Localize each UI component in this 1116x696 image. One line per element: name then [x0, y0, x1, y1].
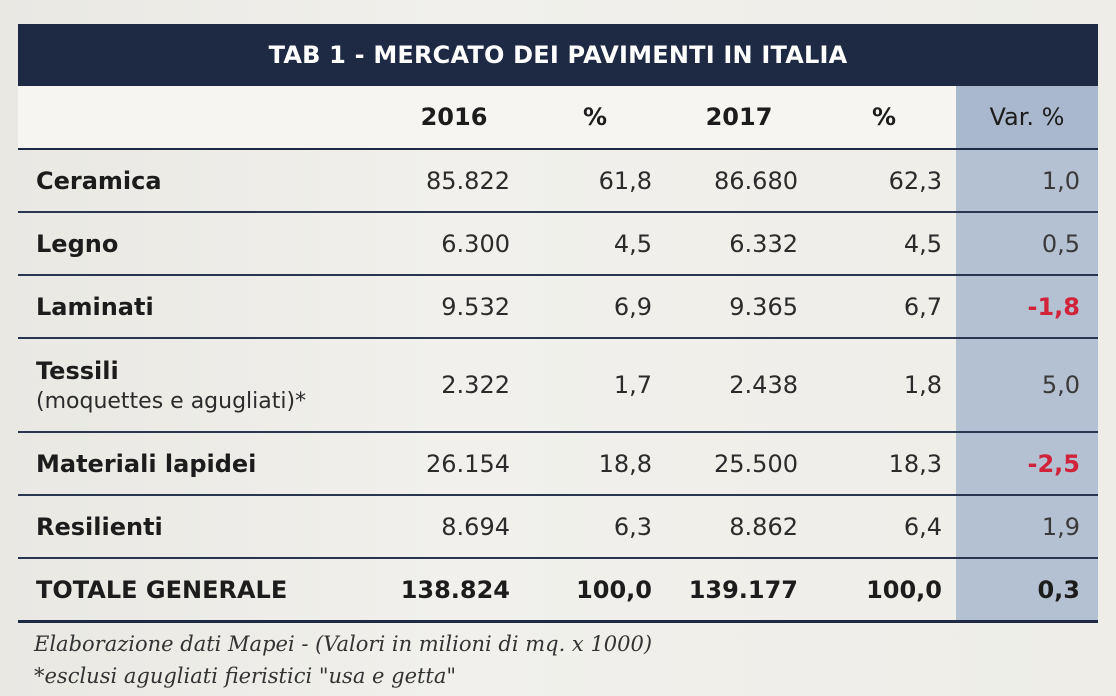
cell-2016: 2.322 [384, 338, 524, 433]
table-row: Ceramica 85.822 61,8 86.680 62,3 1,0 [18, 149, 1098, 213]
market-table: TAB 1 - MERCATO DEI PAVIMENTI IN ITALIA … [18, 24, 1098, 623]
header-pct-2017: % [812, 86, 956, 150]
total-2016: 138.824 [384, 558, 524, 623]
cell-var: 5,0 [956, 338, 1098, 433]
cell-2017: 86.680 [666, 149, 812, 213]
table-row: Resilienti 8.694 6,3 8.862 6,4 1,9 [18, 495, 1098, 559]
table-header: 2016 % 2017 % Var. % [18, 86, 1098, 150]
cell-pct-2016: 6,3 [524, 495, 666, 559]
total-var: 0,3 [956, 558, 1098, 623]
table-row: Legno 6.300 4,5 6.332 4,5 0,5 [18, 212, 1098, 276]
row-sublabel: (moquettes e agugliati)* [36, 388, 307, 414]
cell-2017: 9.365 [666, 275, 812, 339]
cell-pct-2017: 4,5 [812, 212, 956, 276]
header-2016: 2016 [384, 86, 524, 150]
total-pct-2017: 100,0 [812, 558, 956, 623]
header-empty [18, 86, 384, 150]
row-label: Resilienti [18, 495, 384, 559]
cell-pct-2017: 62,3 [812, 149, 956, 213]
cell-pct-2016: 4,5 [524, 212, 666, 276]
cell-2016: 6.300 [384, 212, 524, 276]
footnote: *esclusi agugliati fieristici "usa e get… [34, 664, 457, 688]
table-title: TAB 1 - MERCATO DEI PAVIMENTI IN ITALIA [18, 24, 1098, 86]
cell-2016: 9.532 [384, 275, 524, 339]
total-2017: 139.177 [666, 558, 812, 623]
cell-pct-2016: 6,9 [524, 275, 666, 339]
header-2017: 2017 [666, 86, 812, 150]
table-row: Laminati 9.532 6,9 9.365 6,7 -1,8 [18, 275, 1098, 339]
row-label: Materiali lapidei [18, 432, 384, 496]
cell-pct-2016: 18,8 [524, 432, 666, 496]
total-pct-2016: 100,0 [524, 558, 666, 623]
cell-2017: 6.332 [666, 212, 812, 276]
row-label: Laminati [18, 275, 384, 339]
cell-var-negative: -1,8 [956, 275, 1098, 339]
row-label: Tessili [36, 356, 119, 385]
table-notes: Elaborazione dati Mapei - (Valori in mil… [34, 628, 652, 692]
table-row: Materiali lapidei 26.154 18,8 25.500 18,… [18, 432, 1098, 496]
row-label: Ceramica [18, 149, 384, 213]
cell-pct-2017: 6,7 [812, 275, 956, 339]
cell-var: 0,5 [956, 212, 1098, 276]
cell-2016: 85.822 [384, 149, 524, 213]
cell-2017: 8.862 [666, 495, 812, 559]
row-label: Legno [18, 212, 384, 276]
cell-pct-2017: 1,8 [812, 338, 956, 433]
header-pct-2016: % [524, 86, 666, 150]
cell-pct-2017: 18,3 [812, 432, 956, 496]
cell-2016: 26.154 [384, 432, 524, 496]
cell-var-negative: -2,5 [956, 432, 1098, 496]
cell-var: 1,9 [956, 495, 1098, 559]
total-row: TOTALE GENERALE 138.824 100,0 139.177 10… [18, 558, 1098, 623]
cell-pct-2016: 1,7 [524, 338, 666, 433]
header-var-pct: Var. % [956, 86, 1098, 150]
cell-2017: 2.438 [666, 338, 812, 433]
total-label: TOTALE GENERALE [18, 558, 384, 623]
row-label-group: Tessili (moquettes e agugliati)* [18, 338, 384, 433]
table-row: Tessili (moquettes e agugliati)* 2.322 1… [18, 338, 1098, 433]
cell-2017: 25.500 [666, 432, 812, 496]
cell-var: 1,0 [956, 149, 1098, 213]
cell-pct-2017: 6,4 [812, 495, 956, 559]
cell-pct-2016: 61,8 [524, 149, 666, 213]
cell-2016: 8.694 [384, 495, 524, 559]
source-note: Elaborazione dati Mapei - (Valori in mil… [34, 632, 653, 656]
